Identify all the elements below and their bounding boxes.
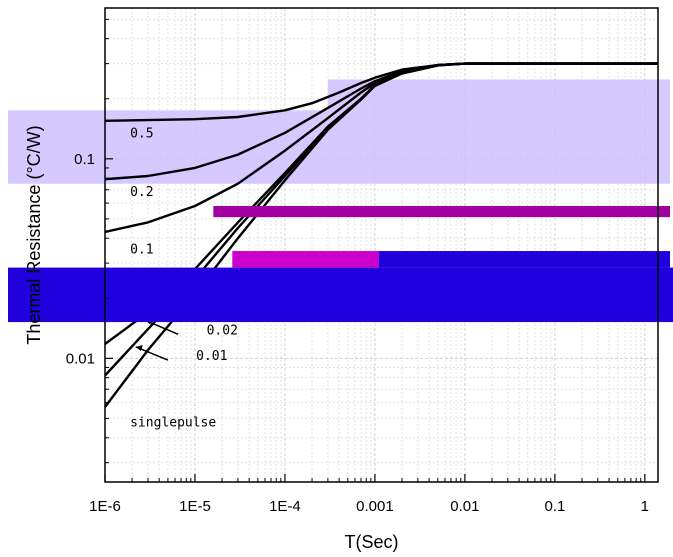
blue-strip [378, 251, 670, 268]
selection-band [327, 79, 670, 184]
x-tick-label: 1 [641, 498, 649, 515]
series-0.1-label: 0.1 [130, 243, 153, 258]
series-0.01-arrowhead [135, 344, 143, 351]
x-tick-label: 0.01 [450, 498, 479, 515]
x-axis: 1E-6 1E-5 1E-4 0.001 0.01 0.1 1 [89, 474, 649, 515]
plot-frame [104, 7, 659, 483]
series-0.2-label: 0.2 [130, 185, 153, 200]
highlight-overlays [8, 206, 673, 323]
y-axis: 0.01 0.1 [66, 18, 113, 464]
blue-bar [8, 267, 673, 323]
x-tick-label: 0.001 [356, 498, 394, 515]
x-tick-label: 1E-6 [89, 498, 121, 515]
x-tick-label: 0.1 [544, 498, 565, 515]
series-0.5-label: 0.5 [130, 126, 153, 141]
magenta-strip [232, 251, 379, 268]
y-tick-label: 0.01 [66, 350, 95, 367]
grid [104, 8, 658, 482]
series-singlepulse-label: singlepulse [130, 416, 216, 431]
highlight-bands [8, 79, 670, 184]
x-tick-label: 1E-4 [269, 498, 301, 515]
magenta-bar [213, 206, 670, 218]
series-0.02-label: 0.02 [207, 323, 238, 338]
series-0.01-label: 0.01 [196, 349, 227, 364]
x-tick-label: 1E-5 [179, 498, 211, 515]
x-axis-title: T(Sec) [345, 532, 399, 552]
y-axis-title: Thermal Resistance (°C/W) [24, 125, 44, 344]
y-tick-label: 0.1 [74, 151, 95, 168]
